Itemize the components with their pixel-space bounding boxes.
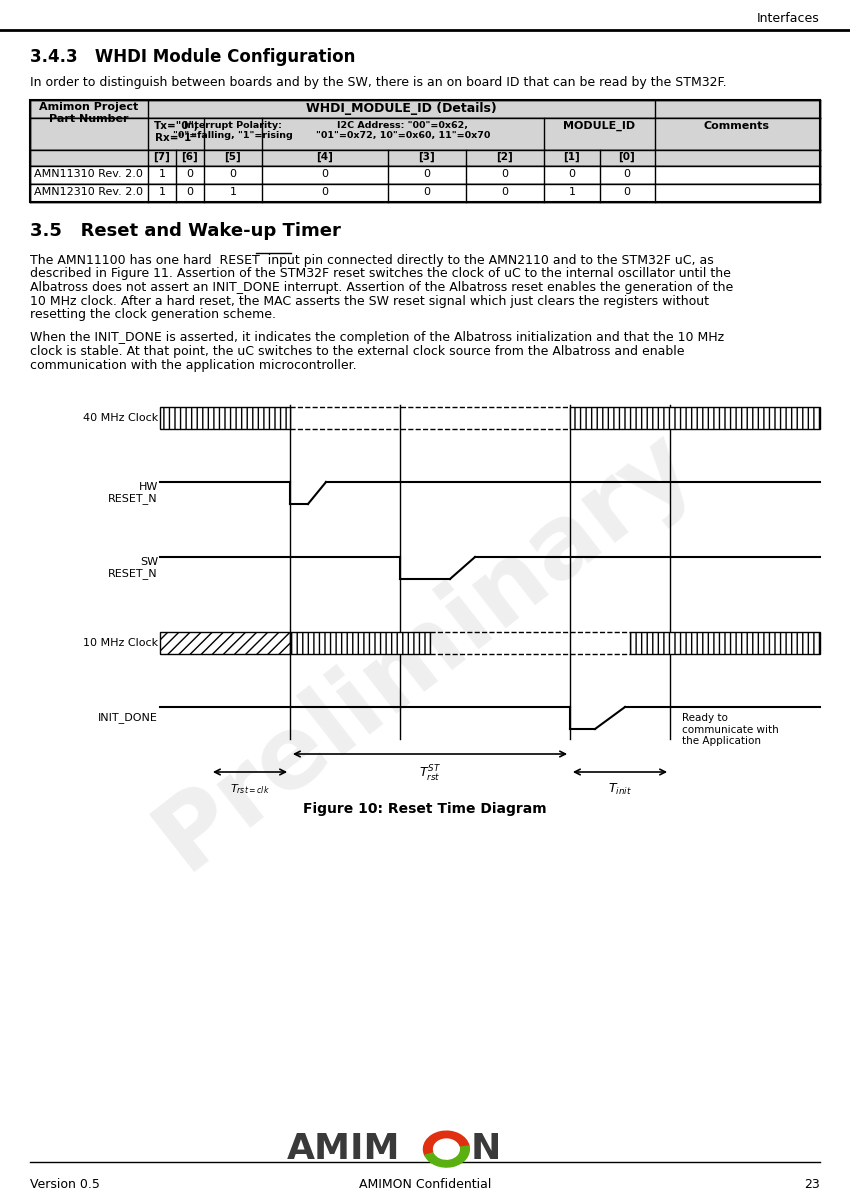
Text: [5]: [5] — [224, 152, 241, 163]
Text: 40 MHz Clock: 40 MHz Clock — [82, 413, 158, 423]
Text: [6]: [6] — [182, 152, 198, 163]
Bar — [160, 632, 290, 654]
Text: 0: 0 — [502, 187, 508, 198]
Text: 1: 1 — [158, 169, 166, 180]
Bar — [30, 101, 820, 119]
Text: 1: 1 — [569, 187, 575, 198]
Text: Interrupt Polarity:
"0"=falling, "1"=rising: Interrupt Polarity: "0"=falling, "1"=ris… — [173, 121, 293, 140]
Text: resetting the clock generation scheme.: resetting the clock generation scheme. — [30, 308, 276, 321]
Text: MODULE_ID: MODULE_ID — [563, 121, 635, 132]
Wedge shape — [425, 1146, 469, 1167]
Text: 0: 0 — [423, 187, 430, 198]
Text: 0: 0 — [423, 169, 430, 180]
Text: 3.5   Reset and Wake-up Timer: 3.5 Reset and Wake-up Timer — [30, 221, 341, 241]
Bar — [30, 184, 820, 202]
Text: [2]: [2] — [496, 152, 513, 163]
Text: Version 0.5: Version 0.5 — [30, 1178, 100, 1191]
Text: $T_{init}$: $T_{init}$ — [608, 782, 632, 797]
Bar — [160, 407, 290, 429]
Text: 0: 0 — [321, 187, 328, 198]
Text: Comments: Comments — [704, 121, 770, 130]
Text: 10 MHz Clock: 10 MHz Clock — [82, 638, 158, 648]
Text: communication with the application microcontroller.: communication with the application micro… — [30, 358, 357, 371]
Text: Amimon Project
Part Number: Amimon Project Part Number — [39, 102, 139, 123]
Text: 1: 1 — [230, 187, 236, 198]
Text: $T_{rst}^{ST}$: $T_{rst}^{ST}$ — [419, 764, 441, 784]
Bar — [30, 150, 820, 166]
Bar — [290, 632, 430, 654]
Text: [4]: [4] — [316, 152, 333, 163]
Text: The AMN11100 has one hard  RESET  input pin connected directly to the AMN2110 an: The AMN11100 has one hard RESET input pi… — [30, 254, 714, 267]
Bar — [570, 407, 820, 429]
Text: 0: 0 — [624, 169, 631, 180]
Bar — [30, 166, 820, 184]
Text: Ready to
communicate with
the Application: Ready to communicate with the Applicatio… — [682, 713, 779, 746]
Text: 0: 0 — [186, 169, 194, 180]
Text: [0]: [0] — [619, 152, 635, 163]
Bar — [30, 119, 820, 150]
Text: described in Figure 11. Assertion of the STM32F reset switches the clock of uC t: described in Figure 11. Assertion of the… — [30, 267, 731, 280]
Text: AMIMON Confidential: AMIMON Confidential — [359, 1178, 491, 1191]
Text: Interfaces: Interfaces — [757, 12, 820, 25]
Text: AMIM: AMIM — [287, 1132, 401, 1166]
Text: [7]: [7] — [154, 152, 171, 163]
Text: When the INIT_DONE is asserted, it indicates the completion of the Albatross ini: When the INIT_DONE is asserted, it indic… — [30, 332, 724, 345]
Text: 23: 23 — [804, 1178, 820, 1191]
Text: AMN11310 Rev. 2.0: AMN11310 Rev. 2.0 — [34, 169, 143, 180]
Text: N: N — [471, 1132, 501, 1166]
Text: $T_{rst=clk}$: $T_{rst=clk}$ — [230, 782, 270, 796]
Text: HW
RESET_N: HW RESET_N — [108, 481, 158, 504]
Text: SW
RESET_N: SW RESET_N — [108, 557, 158, 579]
Wedge shape — [423, 1131, 469, 1155]
Text: Albatross does not assert an INIT_DONE interrupt. Assertion of the Albatross res: Albatross does not assert an INIT_DONE i… — [30, 281, 734, 294]
Text: 0: 0 — [186, 187, 194, 198]
Text: In order to distinguish between boards and by the SW, there is an on board ID th: In order to distinguish between boards a… — [30, 75, 727, 89]
Text: clock is stable. At that point, the uC switches to the external clock source fro: clock is stable. At that point, the uC s… — [30, 345, 684, 358]
Wedge shape — [434, 1140, 459, 1153]
Text: [1]: [1] — [564, 152, 581, 163]
Text: 1: 1 — [158, 187, 166, 198]
Text: 0: 0 — [321, 169, 328, 180]
Bar — [630, 632, 820, 654]
Text: 0: 0 — [624, 187, 631, 198]
Text: AMN12310 Rev. 2.0: AMN12310 Rev. 2.0 — [34, 187, 143, 198]
Wedge shape — [434, 1148, 459, 1159]
Text: Preliminary: Preliminary — [139, 412, 711, 889]
Text: [3]: [3] — [418, 152, 435, 163]
Text: 3.4.3   WHDI Module Configuration: 3.4.3 WHDI Module Configuration — [30, 48, 355, 66]
Text: 0: 0 — [569, 169, 575, 180]
Text: 10 MHz clock. After a hard reset, the MAC asserts the SW reset signal which just: 10 MHz clock. After a hard reset, the MA… — [30, 294, 709, 308]
Text: 0: 0 — [230, 169, 236, 180]
Bar — [30, 101, 820, 202]
Text: WHDI_MODULE_ID (Details): WHDI_MODULE_ID (Details) — [306, 102, 496, 115]
Text: I2C Address: "00"=0x62,
"01"=0x72, 10"=0x60, 11"=0x70: I2C Address: "00"=0x62, "01"=0x72, 10"=0… — [316, 121, 490, 140]
Text: 0: 0 — [502, 169, 508, 180]
Text: Figure 10: Reset Time Diagram: Figure 10: Reset Time Diagram — [303, 802, 547, 816]
Text: Tx="0",
Rx="1": Tx="0", Rx="1" — [154, 121, 199, 142]
Text: INIT_DONE: INIT_DONE — [98, 712, 158, 723]
